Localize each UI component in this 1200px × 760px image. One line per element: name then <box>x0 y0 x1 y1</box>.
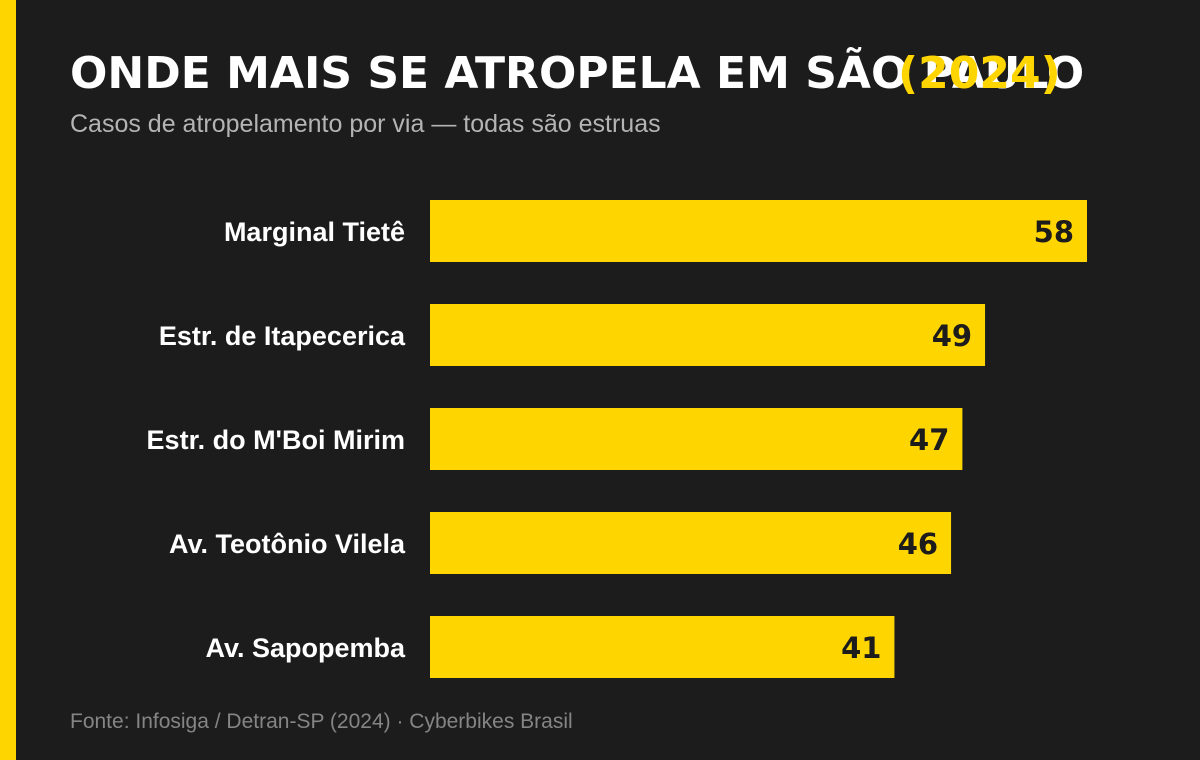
category-label: Estr. do M'Boi Mirim <box>147 425 405 455</box>
category-label: Marginal Tietê <box>224 217 405 247</box>
bar-value-label: 46 <box>898 527 938 561</box>
bar-row: Av. Sapopemba 41 <box>205 616 895 678</box>
bar-value-label: 41 <box>841 631 881 665</box>
bar <box>430 408 963 470</box>
bar-row: Estr. de Itapecerica 49 <box>159 304 986 366</box>
chart-subtitle: Casos de atropelamento por via — todas s… <box>70 110 661 138</box>
accent-stripe <box>0 0 16 760</box>
source-note: Fonte: Infosiga / Detran-SP (2024) · Cyb… <box>70 710 573 733</box>
bar-row: Estr. do M'Boi Mirim 47 <box>147 408 963 470</box>
bar-value-label: 49 <box>932 319 972 353</box>
bar <box>430 616 895 678</box>
bar-value-label: 58 <box>1034 215 1074 249</box>
category-label: Av. Sapopemba <box>205 633 406 663</box>
bar-row: Av. Teotônio Vilela 46 <box>169 512 952 574</box>
bar <box>430 512 952 574</box>
bar <box>430 304 986 366</box>
bar <box>430 200 1087 262</box>
chart-title: ONDE MAIS SE ATROPELA EM SÃO PAULO <box>70 48 1085 99</box>
category-label: Av. Teotônio Vilela <box>169 529 406 559</box>
chart-title-year: (2024) <box>898 48 1061 99</box>
bar-row: Marginal Tietê 58 <box>224 200 1087 262</box>
category-label: Estr. de Itapecerica <box>159 321 406 351</box>
bar-value-label: 47 <box>909 423 949 457</box>
